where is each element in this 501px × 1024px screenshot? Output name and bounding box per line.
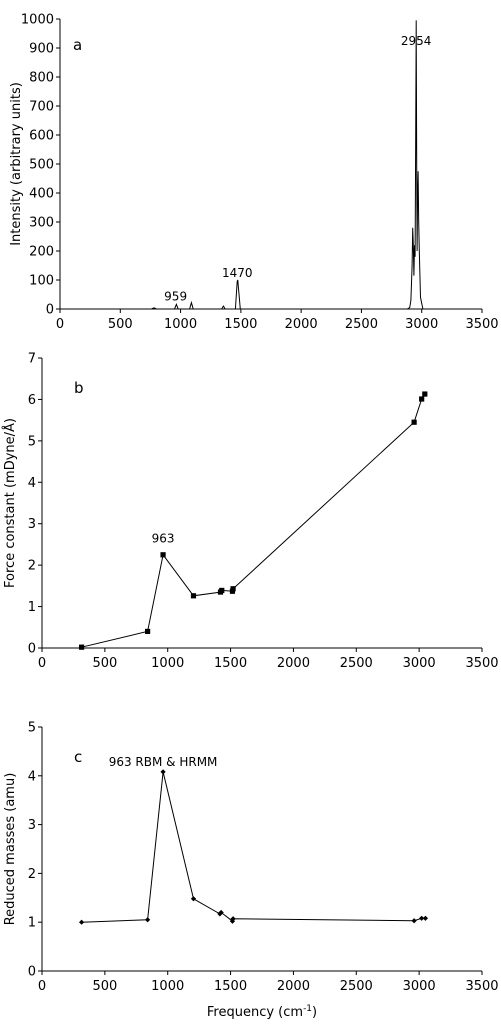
y-tick-label: 4 [28,769,36,784]
x-tick-label: 1500 [214,656,247,671]
y-tick-label: 0 [46,303,54,318]
y-tick-label: 7 [28,352,36,367]
data-point [190,896,197,902]
x-tick-label: 500 [108,317,133,332]
y-tick-label: 4 [28,476,36,491]
x-tick-label: 2000 [277,656,310,671]
x-tick-label: 1000 [164,317,197,332]
y-tick-label: 2 [28,867,36,882]
y-tick-label: 2 [28,559,36,574]
y-tick-label: 700 [29,100,54,115]
y-tick-label: 400 [29,187,54,202]
x-tick-label: 3000 [403,979,436,994]
x-tick-label: 3500 [465,979,498,994]
y-axis-label: Reduced masses (amu) [3,773,18,926]
data-label: 2954 [401,34,432,48]
x-tick-label: 500 [92,979,117,994]
y-tick-label: 3 [28,818,36,833]
chart-panel-b: 0 1 2 3 4 5 6 7 0 500 1000 1500 2000 2500 3000 3500 Forc… [2,352,499,672]
y-axis-label: Intensity (arbitrary units) [9,82,24,246]
chart-panel-a: 0 100 200 300 400 500 600 700 800 900 1000 0 500 1000… [9,13,499,333]
data-label: 963 RBM & HRMM [109,755,218,769]
x-tick-label: 1000 [151,979,184,994]
data-point [79,919,85,925]
x-tick-label: 2500 [340,656,373,671]
y-tick-label: 1 [28,600,36,615]
data-point [145,917,151,923]
data-point [411,918,417,924]
y-tick-label: 800 [29,71,54,86]
x-tick-label: 1500 [214,979,247,994]
y-tick-label: 0 [28,965,36,980]
y-tick-label: 300 [29,216,54,231]
y-tick-label: 1000 [21,13,54,28]
data-label: 959 [164,289,187,303]
x-tick-label: 1000 [151,656,184,671]
data-point [218,909,224,916]
series-line [60,20,482,310]
y-tick-label: 5 [28,434,36,449]
data-point [230,586,236,592]
x-tick-label: 2500 [340,979,373,994]
data-point [419,396,425,402]
panel-label: a [73,36,82,54]
y-tick-label: 5 [28,721,36,736]
x-tick-label: 3500 [465,656,498,671]
series-line [81,771,426,923]
y-tick-label: 3 [28,517,36,532]
x-tick-label: 0 [38,656,46,671]
x-tick-label: 2000 [285,317,318,332]
series-line [81,393,426,648]
data-point [79,644,85,650]
data-point [219,587,225,594]
x-tick-label: 3500 [465,317,498,332]
data-point [422,391,428,397]
data-point [160,769,166,775]
x-tick-label: 2500 [345,317,378,332]
data-point [411,419,417,425]
panel-label: c [74,748,82,766]
data-label: 963 [152,531,175,545]
y-tick-label: 200 [29,245,54,260]
data-point [422,915,429,921]
data-point [419,915,425,921]
x-tick-label: 1500 [224,317,257,332]
chart-panel-c: 0 1 2 3 4 5 0 500 1000 1500 2000 2500 3000 3500 Reduce… [3,721,499,1021]
x-tick-label: 500 [92,656,117,671]
x-tick-label: 3000 [405,317,438,332]
x-tick-label: 2000 [277,979,310,994]
data-point [190,593,197,599]
data-label: 1470 [222,266,253,280]
y-tick-label: 100 [29,274,54,289]
y-tick-label: 500 [29,158,54,173]
data-point [145,628,151,635]
y-tick-label: 6 [28,393,36,408]
y-tick-label: 900 [29,42,54,57]
x-tick-label: 0 [56,317,64,332]
panel-label: b [74,379,84,397]
y-tick-label: 1 [28,916,36,931]
x-axis-label: Frequency (cm-1) [207,1004,317,1020]
y-tick-label: 600 [29,129,54,144]
data-point [230,916,236,922]
x-tick-label: 0 [38,979,46,994]
data-point [160,552,166,558]
y-axis-label: Force constant (mDyne/Å) [2,418,18,588]
x-tick-label: 3000 [403,656,436,671]
y-tick-label: 0 [28,642,36,657]
